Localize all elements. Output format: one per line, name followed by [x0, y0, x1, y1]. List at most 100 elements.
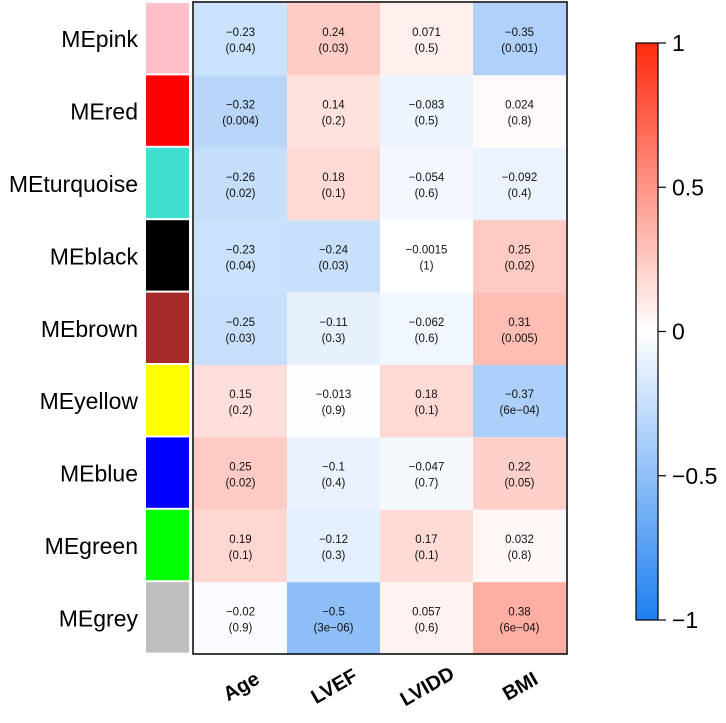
heatmap-cell: [287, 147, 380, 221]
cell-correlation-label: −0.23: [226, 27, 255, 39]
heatmap-cell: [287, 75, 380, 148]
heatmap-cell: [194, 437, 287, 510]
cell-correlation-label: 0.032: [505, 534, 534, 546]
row-label: MEred: [70, 99, 138, 125]
heatmap-cell: [473, 437, 566, 510]
cell-pvalue-label: (0.6): [415, 622, 439, 634]
heatmap-cell: [473, 3, 566, 76]
heatmap-cells: −0.23 (0.04) 0.24 (0.03) 0.071 (0.5) −0.35 (0.0…: [194, 3, 566, 655]
cell-pvalue-label: (0.5): [415, 43, 439, 55]
cell-pvalue-label: (0.05): [504, 478, 534, 490]
heatmap-cell: [287, 365, 380, 438]
cell-correlation-label: −0.02: [226, 606, 255, 618]
swatch-meyellow: [146, 365, 189, 436]
cell-correlation-label: −0.11: [319, 317, 347, 329]
cell-pvalue-label: (0.3): [322, 333, 346, 345]
cell-correlation-label: −0.5: [322, 606, 345, 618]
heatmap-cell: [473, 509, 566, 583]
cell-correlation-label: 0.14: [322, 100, 345, 112]
heatmap-cell: [287, 582, 380, 655]
column-label: LVIDD: [397, 663, 459, 711]
heatmap-cell: [380, 437, 473, 510]
cell-pvalue-label: (0.03): [318, 260, 348, 272]
cell-correlation-label: −0.1: [322, 462, 345, 474]
cell-pvalue-label: (0.6): [415, 333, 439, 345]
cell-correlation-label: 0.024: [505, 100, 534, 112]
cell-correlation-label: −0.35: [505, 27, 534, 39]
row-label: MEblue: [60, 461, 138, 487]
cell-correlation-label: 0.25: [229, 462, 251, 474]
heatmap-cell: [287, 3, 380, 76]
cell-pvalue-label: (0.02): [225, 478, 255, 490]
heatmap-cell: [194, 3, 287, 76]
colorbar-tick-label: −0.5: [672, 463, 717, 489]
cell-correlation-label: −0.12: [319, 534, 348, 546]
cell-pvalue-label: (0.2): [322, 116, 346, 128]
cell-correlation-label: 0.18: [322, 172, 344, 184]
heatmap-cell: [380, 292, 473, 365]
swatch-meblack: [146, 220, 189, 291]
heatmap-cell: [194, 365, 287, 438]
heatmap-cell: [380, 509, 473, 583]
cell-pvalue-label: (0.8): [508, 116, 532, 128]
cell-pvalue-label: (0.001): [501, 43, 538, 55]
cell-correlation-label: −0.37: [505, 389, 534, 401]
row-label: MEblack: [50, 243, 139, 269]
cell-pvalue-label: (0.03): [225, 333, 255, 345]
cell-pvalue-label: (0.1): [415, 550, 439, 562]
heatmap-cell: [194, 147, 287, 221]
cell-correlation-label: −0.054: [409, 172, 445, 184]
colorbar-tick-label: 0.5: [672, 174, 704, 200]
cell-pvalue-label: (0.2): [229, 405, 253, 417]
cell-correlation-label: 0.24: [322, 27, 345, 39]
cell-correlation-label: 0.18: [415, 389, 437, 401]
cell-pvalue-label: (0.1): [229, 550, 253, 562]
cell-pvalue-label: (3e−06): [314, 622, 354, 634]
cell-correlation-label: −0.0015: [406, 244, 448, 256]
cell-pvalue-label: (0.03): [318, 43, 348, 55]
heatmap-cell: [287, 437, 380, 510]
cell-pvalue-label: (0.005): [501, 333, 538, 345]
cell-pvalue-label: (0.4): [508, 188, 532, 200]
cell-pvalue-label: (0.02): [504, 260, 534, 272]
heatmap-cell: [194, 292, 287, 365]
heatmap-cell: [194, 220, 287, 293]
colorbar-tick-label: −1: [672, 607, 698, 633]
cell-correlation-label: −0.092: [502, 172, 538, 184]
heatmap-cell: [194, 582, 287, 655]
cell-correlation-label: −0.26: [226, 172, 255, 184]
colorbar: 1 0.5 0 −0.5 −1: [635, 30, 717, 633]
heatmap-cell: [380, 582, 473, 655]
heatmap-cell: [473, 75, 566, 148]
cell-pvalue-label: (0.004): [222, 116, 259, 128]
heatmap-cell: [380, 75, 473, 148]
row-label: MEturquoise: [9, 171, 138, 197]
column-label: BMI: [499, 668, 542, 705]
colorbar-tick-label: 0: [672, 319, 685, 345]
cell-correlation-label: −0.23: [226, 244, 255, 256]
heatmap-cell: [473, 147, 566, 221]
row-label: MEpink: [61, 26, 138, 52]
swatch-meturquoise: [146, 147, 189, 219]
row-label: MEbrown: [41, 316, 138, 342]
cell-pvalue-label: (0.8): [508, 550, 532, 562]
cell-correlation-label: 0.15: [229, 389, 251, 401]
cell-pvalue-label: (0.4): [322, 478, 346, 490]
cell-correlation-label: −0.25: [226, 317, 255, 329]
cell-pvalue-label: (0.7): [415, 478, 439, 490]
cell-correlation-label: 0.071: [412, 27, 441, 39]
cell-pvalue-label: (0.1): [322, 188, 346, 200]
cell-pvalue-label: (0.9): [229, 622, 253, 634]
swatch-mebrown: [146, 292, 189, 363]
swatch-megreen: [146, 509, 189, 581]
cell-pvalue-label: (0.3): [322, 550, 346, 562]
column-label: LVEF: [308, 665, 362, 709]
heatmap-cell: [380, 220, 473, 293]
cell-correlation-label: 0.17: [415, 534, 437, 546]
cell-correlation-label: −0.047: [409, 462, 445, 474]
colorbar-gradient: [635, 42, 659, 621]
cell-pvalue-label: (6e−04): [500, 405, 540, 417]
cell-pvalue-label: (0.6): [415, 188, 439, 200]
cell-pvalue-label: (0.04): [225, 260, 255, 272]
